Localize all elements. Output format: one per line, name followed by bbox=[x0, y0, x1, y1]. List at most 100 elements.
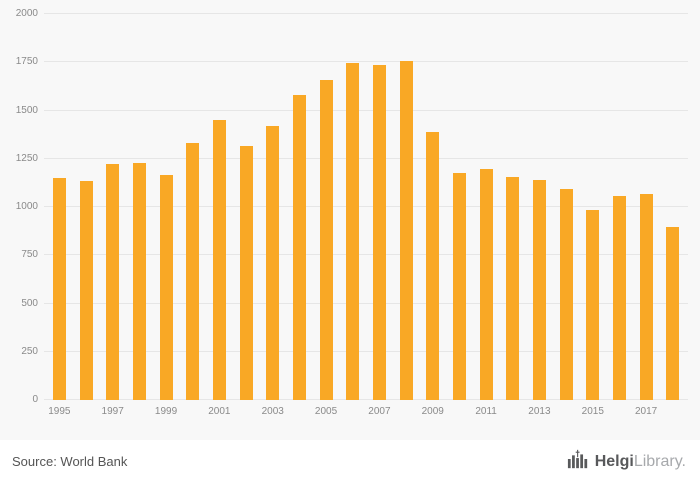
source-label: Source: World Bank bbox=[12, 454, 128, 469]
bar-2001[interactable] bbox=[212, 120, 226, 400]
bar-slot bbox=[99, 14, 126, 400]
y-axis-tick-label: 250 bbox=[21, 345, 38, 357]
bar-2017[interactable] bbox=[639, 194, 653, 400]
x-axis-tick-label: 2001 bbox=[208, 406, 231, 417]
gridline bbox=[44, 302, 688, 304]
x-axis-tick-label bbox=[553, 406, 580, 417]
x-axis: 1995 1997 1999 2001 2003 2005 2007 2009 2011 2013… bbox=[44, 406, 688, 417]
bar-slot bbox=[606, 14, 633, 400]
bar-slot bbox=[393, 14, 420, 400]
x-axis-tick-label bbox=[393, 406, 420, 417]
y-axis: 0 250 500 750 1000 1250 1500 1750 2000 bbox=[6, 9, 44, 405]
gridline bbox=[44, 206, 688, 207]
x-axis-tick-label bbox=[179, 406, 206, 417]
bar-slot bbox=[633, 14, 660, 400]
bar-2010[interactable] bbox=[452, 173, 466, 400]
bar-2004[interactable] bbox=[292, 95, 306, 400]
bar-2018[interactable] bbox=[666, 227, 680, 400]
y-axis-tick-label: 1000 bbox=[15, 201, 38, 212]
y-axis-tick-label: 500 bbox=[21, 297, 38, 309]
x-axis-tick-label bbox=[659, 406, 686, 417]
helgi-library-logo-icon bbox=[567, 448, 589, 475]
x-axis-tick-label: 2015 bbox=[581, 406, 604, 417]
x-axis-tick-label bbox=[499, 406, 526, 417]
bar-2009[interactable] bbox=[426, 131, 440, 400]
bar-2005[interactable] bbox=[319, 79, 333, 400]
bar-2014[interactable] bbox=[559, 188, 573, 400]
bar-2007[interactable] bbox=[372, 65, 386, 400]
bar-slot bbox=[579, 14, 606, 400]
bar-2002[interactable] bbox=[239, 146, 253, 400]
gridline bbox=[44, 13, 688, 14]
logo-text-bold: Helgi bbox=[594, 452, 634, 470]
x-axis-tick-label bbox=[126, 406, 153, 417]
y-axis-tick-label: 2000 bbox=[15, 8, 38, 19]
bar-slot bbox=[366, 14, 393, 400]
y-axis-tick-label: 1750 bbox=[15, 56, 38, 68]
y-axis-tick-label: 750 bbox=[21, 249, 38, 261]
bar-2011[interactable] bbox=[479, 169, 493, 400]
logo-text-light: Library. bbox=[633, 452, 686, 470]
x-axis-tick-label: 2007 bbox=[368, 406, 391, 417]
bar-2013[interactable] bbox=[532, 179, 546, 400]
bar-slot bbox=[126, 14, 153, 400]
gridline bbox=[44, 254, 688, 256]
bar-2012[interactable] bbox=[506, 177, 520, 400]
bar-2008[interactable] bbox=[399, 61, 413, 400]
bar-2016[interactable] bbox=[612, 196, 626, 400]
bar-slot bbox=[73, 14, 100, 400]
bar-1998[interactable] bbox=[132, 162, 146, 400]
x-axis-tick-label bbox=[233, 406, 260, 417]
x-axis-tick-label bbox=[606, 406, 633, 417]
bar-slot bbox=[46, 14, 73, 400]
x-axis-tick-label: 2003 bbox=[261, 406, 284, 417]
bar-2000[interactable] bbox=[186, 143, 200, 400]
gridline bbox=[44, 350, 688, 352]
footer: Source: World Bank HelgiLibrary. bbox=[0, 440, 700, 483]
x-axis-tick-label: 2005 bbox=[314, 406, 338, 417]
x-axis-tick-label: 2009 bbox=[421, 406, 444, 417]
bar-1996[interactable] bbox=[79, 180, 93, 400]
bar-slot bbox=[313, 14, 340, 400]
bar-slot bbox=[446, 14, 473, 400]
x-axis-tick-label: 1997 bbox=[101, 406, 124, 417]
bar-slot bbox=[259, 14, 286, 400]
bar-slot bbox=[526, 14, 553, 400]
logo-text: HelgiLibrary. bbox=[594, 452, 686, 470]
bar-slot bbox=[473, 14, 500, 400]
bar-slot bbox=[419, 14, 446, 400]
chart-container: 0 250 500 750 1000 1250 1500 1750 2000 1995 1997 1… bbox=[6, 8, 688, 417]
bar-slot bbox=[153, 14, 180, 400]
helgi-library-logo: HelgiLibrary. bbox=[567, 448, 686, 475]
bar-1995[interactable] bbox=[52, 178, 66, 400]
gridline bbox=[44, 399, 688, 400]
bar-1997[interactable] bbox=[106, 163, 120, 400]
x-axis-tick-label bbox=[73, 406, 100, 417]
x-axis-tick-label bbox=[339, 406, 366, 417]
y-axis-tick-label: 1500 bbox=[15, 104, 38, 116]
y-axis-tick-label: 0 bbox=[32, 394, 38, 405]
bar-slot bbox=[286, 14, 313, 400]
bar-2003[interactable] bbox=[266, 125, 280, 400]
bar-slot bbox=[206, 14, 233, 400]
bar-slot bbox=[499, 14, 526, 400]
bar-slot bbox=[233, 14, 260, 400]
x-axis-tick-label bbox=[286, 406, 313, 417]
plot-area bbox=[44, 13, 688, 400]
bar-slot bbox=[339, 14, 366, 400]
bar-2006[interactable] bbox=[346, 63, 360, 400]
bar-1999[interactable] bbox=[159, 175, 173, 400]
gridline bbox=[44, 61, 688, 63]
gridline bbox=[44, 157, 688, 159]
x-axis-tick-label: 1995 bbox=[48, 406, 71, 417]
gridline bbox=[44, 109, 688, 111]
x-axis-tick-label bbox=[446, 406, 473, 417]
bar-2015[interactable] bbox=[586, 209, 600, 400]
x-axis-tick-label: 2017 bbox=[634, 406, 658, 417]
x-axis-tick-label: 1999 bbox=[154, 406, 178, 417]
x-axis-tick-label: 2011 bbox=[475, 406, 497, 417]
bar-slot bbox=[659, 14, 686, 400]
bar-slot bbox=[179, 14, 206, 400]
x-axis-tick-label: 2013 bbox=[528, 406, 551, 417]
bars-row bbox=[44, 14, 688, 400]
